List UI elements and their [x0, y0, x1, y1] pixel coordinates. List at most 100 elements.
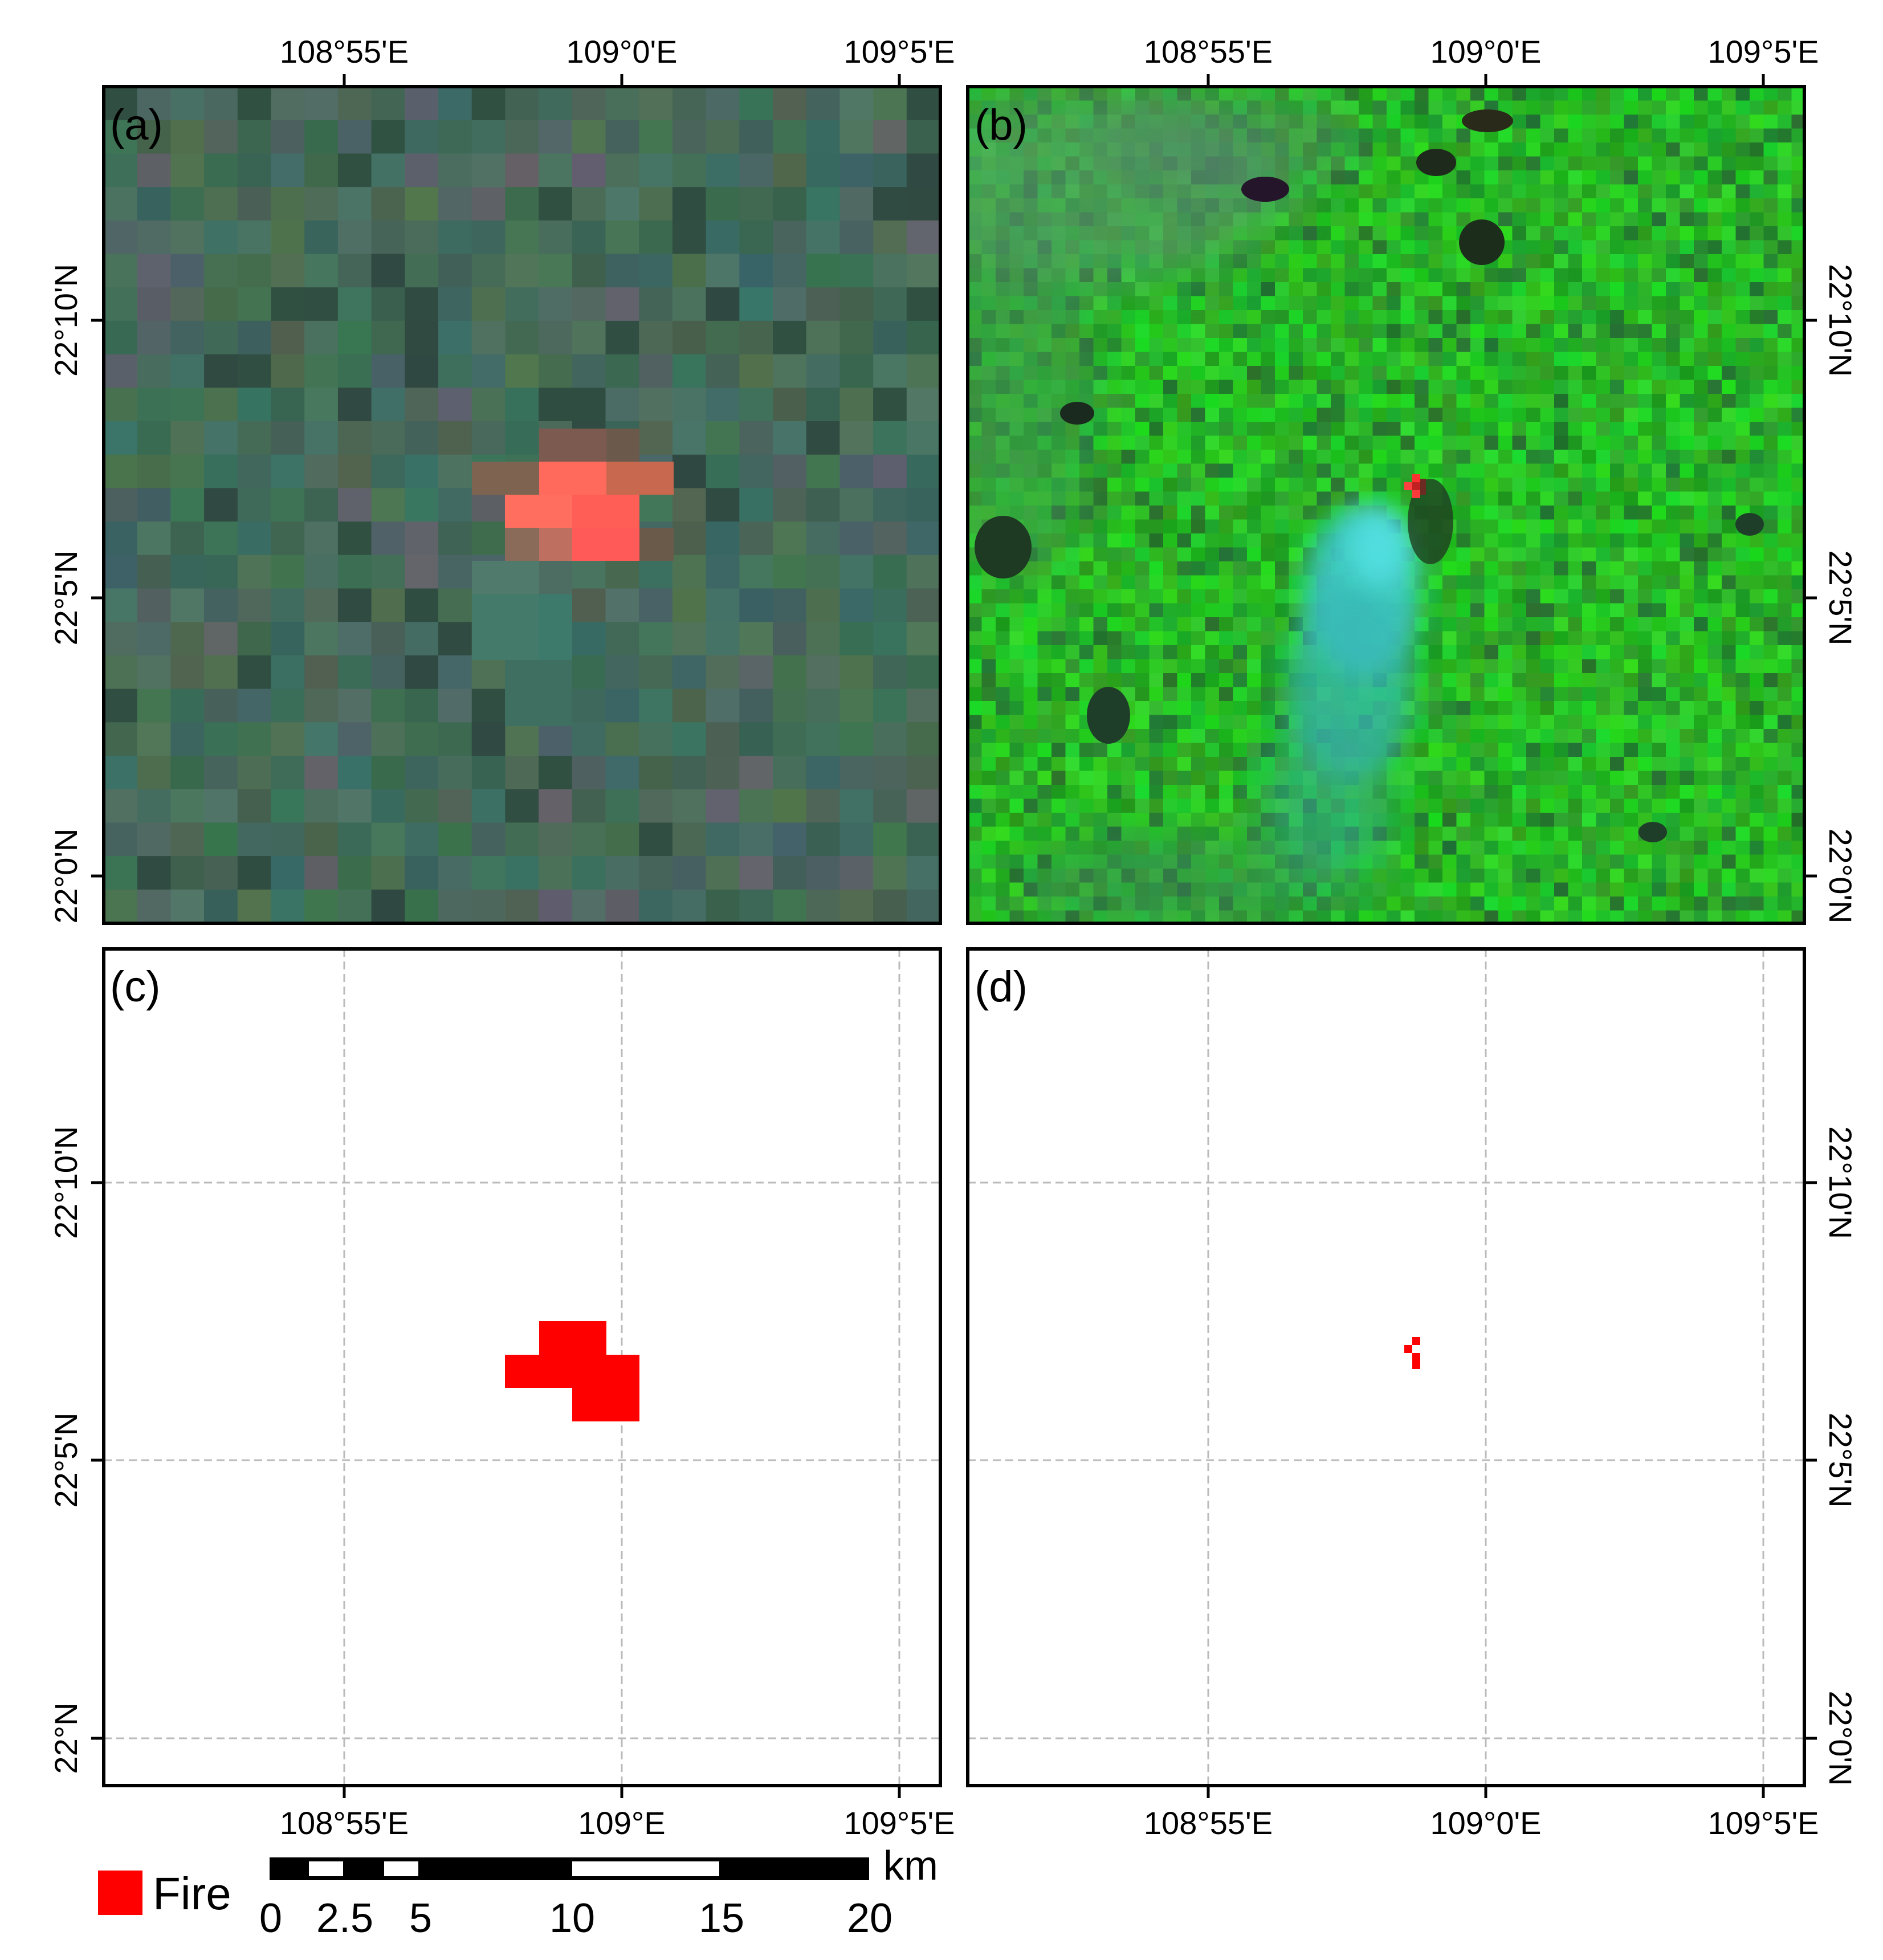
panel-b-pixel	[1372, 115, 1387, 129]
panel-a-pixel	[505, 320, 539, 355]
panel-a-pixel	[706, 153, 740, 188]
panel-b-pixel	[1735, 254, 1750, 268]
panel-b-pixel	[1121, 380, 1136, 394]
panel-b-pixel	[1638, 198, 1652, 213]
panel-b-pixel	[1149, 589, 1164, 604]
panel-b-pixel	[1233, 603, 1248, 618]
panel-a-pixel	[471, 889, 506, 923]
panel-b-pixel	[1065, 813, 1080, 827]
panel-b-pixel	[1428, 324, 1443, 339]
panel-a-pixel	[170, 254, 205, 288]
panel-b-pixel	[1163, 422, 1177, 436]
panel-b-pixel	[1568, 422, 1583, 436]
panel-b-pixel	[1554, 142, 1568, 157]
panel-a-pixel	[104, 756, 138, 790]
panel-b-pixel	[1331, 254, 1345, 268]
panel-b-pixel	[1498, 463, 1513, 478]
panel-b-pixel	[1596, 324, 1611, 339]
panel-b-pixel	[1680, 422, 1694, 436]
panel-b-pixel	[1247, 422, 1261, 436]
panel-b-pixel	[1079, 603, 1094, 618]
panel-a-pixel	[304, 388, 339, 422]
panel-b-pixel	[1177, 659, 1192, 674]
panel-b-pixel	[1610, 87, 1624, 101]
panel-b-pixel	[1666, 408, 1680, 422]
panel-b-pixel	[1135, 519, 1150, 534]
panel-b-pixel	[1191, 533, 1205, 548]
panel-a-pixel	[739, 320, 773, 355]
panel-a-pixel	[672, 320, 707, 355]
panel-a-pixel	[104, 688, 138, 723]
panel-b-pixel	[1093, 519, 1108, 534]
panel-a-pixel	[405, 287, 439, 321]
panel-a-pixel	[572, 220, 606, 255]
panel-b-pixel	[1778, 366, 1792, 380]
panel-b-pixel	[1554, 533, 1568, 548]
panel-b-pixel	[1442, 254, 1457, 268]
panel-b-pixel	[1582, 226, 1596, 241]
panel-a-pixel	[471, 187, 506, 221]
panel-a-pixel	[237, 756, 272, 790]
panel-b-pixel	[1582, 910, 1596, 923]
panel-b-pixel	[1205, 310, 1220, 324]
panel-b-pixel	[1778, 854, 1792, 869]
panel-b-pixel	[1568, 324, 1583, 339]
panel-b-pixel	[1163, 352, 1177, 366]
panel-a-pixel	[773, 421, 807, 455]
panel-a-pixel	[237, 521, 272, 556]
panel-b-pixel	[1135, 352, 1150, 366]
panel-b-pixel	[1596, 282, 1611, 296]
panel-a-pixel	[271, 254, 305, 288]
panel-b-pixel	[1428, 366, 1443, 380]
panel-b-pixel	[1400, 184, 1415, 199]
panel-b-pixel	[1400, 142, 1415, 157]
panel-b-pixel	[1470, 338, 1485, 352]
panel-b-pixel	[1233, 813, 1248, 827]
panel-b-pixel	[1638, 380, 1652, 394]
panel-b-pixel	[1317, 366, 1331, 380]
panel-b-pixel	[1582, 729, 1596, 743]
panel-a-pixel	[706, 789, 740, 824]
panel-b-pixel	[1638, 128, 1652, 143]
panel-a-pixel	[505, 287, 539, 321]
panel-b-pixel	[1707, 589, 1722, 604]
panel-b-pixel	[1666, 645, 1680, 659]
panel-b-pixel	[1331, 310, 1345, 324]
panel-a-pixel	[639, 722, 673, 756]
panel-b-pixel	[1680, 519, 1694, 534]
panel-b-pixel	[1778, 100, 1792, 115]
panel-b-pixel	[1610, 757, 1624, 771]
panel-b-pixel	[1680, 645, 1694, 659]
panel-b-pixel	[1722, 882, 1736, 897]
panel-b-pixel	[1624, 212, 1639, 227]
panel-b-pixel	[1652, 910, 1666, 923]
panel-b-pixel	[1624, 240, 1639, 255]
panel-b-pixel	[968, 771, 982, 785]
panel-b-pixel	[1582, 631, 1596, 646]
panel-b-pixel	[1540, 352, 1555, 366]
panel-a-pixel	[337, 722, 372, 756]
panel-b-pixel	[968, 897, 982, 911]
panel-b-pixel	[1163, 394, 1177, 408]
panel-b-pixel	[1400, 813, 1415, 827]
panel-a-pixel	[471, 521, 506, 556]
panel-b-pixel	[1624, 115, 1639, 129]
panel-b-pixel	[1638, 506, 1652, 520]
panel-b-pixel	[1624, 617, 1639, 631]
panel-b-pixel	[1484, 841, 1499, 855]
panel-b-pixel	[1735, 184, 1750, 199]
panel-b-pixel	[1652, 310, 1666, 324]
panel-a-pixel	[137, 421, 172, 455]
panel-b-pixel	[1470, 631, 1485, 646]
panel-a-pixel	[337, 388, 372, 422]
panel-b-pixel	[1470, 324, 1485, 339]
panel-b-frame	[966, 85, 1806, 925]
panel-b-pixel	[1415, 352, 1429, 366]
panel-a-pixel	[304, 889, 339, 923]
panel-b-pixel	[1763, 854, 1778, 869]
panel-b-pixel	[1707, 184, 1722, 199]
panel-a-pixel	[371, 822, 406, 857]
panel-b-pixel	[1666, 561, 1680, 576]
panel-a-pixel	[806, 454, 841, 489]
panel-a-pixel	[839, 655, 874, 690]
